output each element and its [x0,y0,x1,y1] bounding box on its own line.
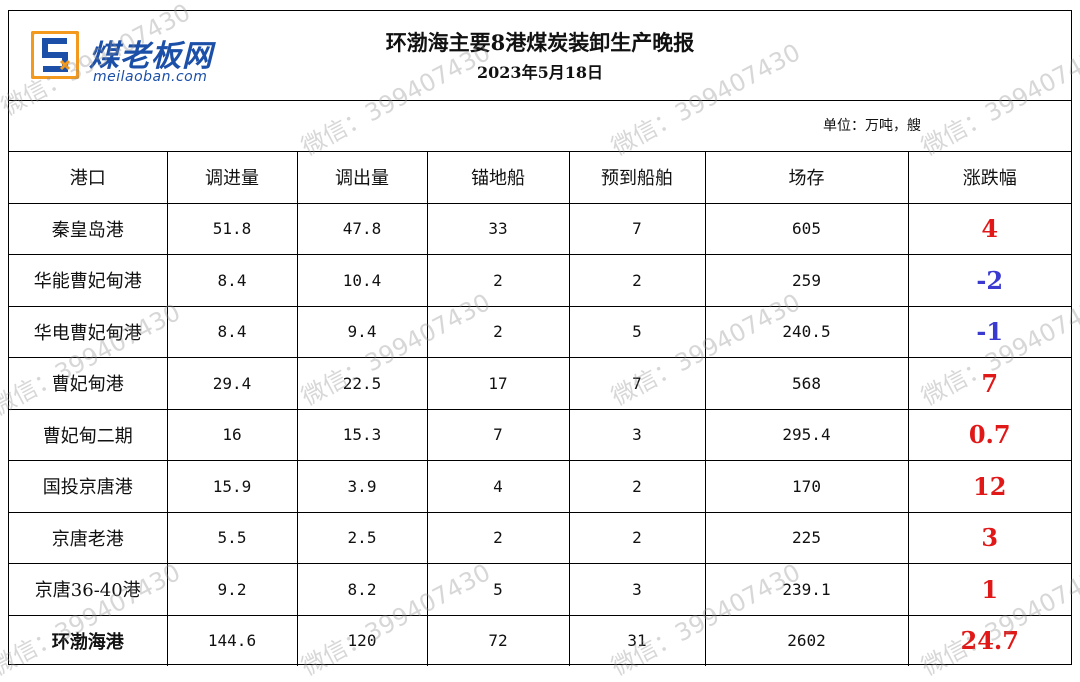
report-sheet: 煤老板网 meilaoban.com 环渤海主要8港煤炭装卸生产晚报 2023年… [8,10,1072,666]
cell-anchor: 2 [426,511,570,564]
cell-stock: 240.5 [704,305,909,358]
cell-expected: 2 [568,460,706,513]
cell-expected: 2 [568,511,706,564]
cell-anchor: 4 [426,460,570,513]
cell-change: 12 [907,460,1071,513]
cell-port: 环渤海港 [9,614,168,666]
cell-stock: 2602 [704,614,909,666]
brand-logo: 煤老板网 meilaoban.com [31,29,271,89]
cell-stock: 170 [704,460,909,513]
cell-in: 8.4 [166,305,298,358]
logo-brand-text: 煤老板网 [89,39,213,74]
cell-port: 京唐36-40港 [9,563,168,616]
cell-expected: 3 [568,563,706,616]
cell-expected: 31 [568,614,706,666]
cell-change: -1 [907,305,1071,358]
cell-change: 4 [907,202,1071,255]
cell-anchor: 33 [426,202,570,255]
cell-in: 8.4 [166,254,298,307]
cell-port: 曹妃甸二期 [9,408,168,461]
header-in: 调进量 [166,152,298,204]
cell-port: 曹妃甸港 [9,357,168,410]
report-title: 环渤海主要8港煤炭装卸生产晚报 [385,30,695,55]
cell-expected: 7 [568,357,706,410]
cell-expected: 3 [568,408,706,461]
table-row: 曹妃甸港 29.4 22.5 17 7 568 7 [9,357,1071,410]
logo-domain-text: meilaoban.com [93,69,208,85]
cell-out: 3.9 [296,460,428,513]
cell-stock: 225 [704,511,909,564]
cell-change: 7 [907,357,1071,410]
cell-port: 华能曹妃甸港 [9,254,168,307]
report-header: 煤老板网 meilaoban.com 环渤海主要8港煤炭装卸生产晚报 2023年… [9,11,1071,101]
cell-in: 51.8 [166,202,298,255]
table-row: 华电曹妃甸港 8.4 9.4 2 5 240.5 -1 [9,305,1071,358]
cell-stock: 568 [704,357,909,410]
unit-label: 单位：万吨，艘 [823,118,921,134]
report-date: 2023年5月18日 [477,63,603,82]
cell-stock: 295.4 [704,408,909,461]
cell-out: 120 [296,614,428,666]
table-row: 秦皇岛港 51.8 47.8 33 7 605 4 [9,202,1071,255]
cell-expected: 7 [568,202,706,255]
cell-in: 9.2 [166,563,298,616]
cell-in: 144.6 [166,614,298,666]
table-row: 国投京唐港 15.9 3.9 4 2 170 12 [9,460,1071,513]
cell-change: 1 [907,563,1071,616]
header-expected: 预到船舶 [568,152,706,204]
cell-change: -2 [907,254,1071,307]
table-body: 秦皇岛港 51.8 47.8 33 7 605 4 华能曹妃甸港 8.4 10.4 2 2 259 -2 华… [9,202,1071,666]
header-change: 涨跌幅 [907,152,1071,204]
cell-stock: 605 [704,202,909,255]
table-row: 京唐老港 5.5 2.5 2 2 225 3 [9,511,1071,564]
cell-stock: 259 [704,254,909,307]
cell-expected: 2 [568,254,706,307]
cell-anchor: 2 [426,305,570,358]
cell-port: 华电曹妃甸港 [9,305,168,358]
cell-anchor: 72 [426,614,570,666]
cell-out: 22.5 [296,357,428,410]
table-row: 曹妃甸二期 16 15.3 7 3 295.4 0.7 [9,408,1071,461]
cell-anchor: 5 [426,563,570,616]
cell-change: 3 [907,511,1071,564]
table-row: 华能曹妃甸港 8.4 10.4 2 2 259 -2 [9,254,1071,307]
cell-out: 15.3 [296,408,428,461]
cell-anchor: 7 [426,408,570,461]
cell-port: 京唐老港 [9,511,168,564]
cell-out: 10.4 [296,254,428,307]
cell-anchor: 2 [426,254,570,307]
cell-out: 47.8 [296,202,428,255]
header-out: 调出量 [296,152,428,204]
port-table: 港口 调进量 调出量 锚地船 预到船舶 场存 涨跌幅 秦皇岛港 51.8 47.8 3… [9,152,1071,666]
cell-out: 9.4 [296,305,428,358]
table-row: 京唐36-40港 9.2 8.2 5 3 239.1 1 [9,563,1071,616]
header-anchor: 锚地船 [426,152,570,204]
cell-port: 国投京唐港 [9,460,168,513]
cell-change: 0.7 [907,408,1071,461]
cell-in: 5.5 [166,511,298,564]
cell-in: 16 [166,408,298,461]
cell-out: 2.5 [296,511,428,564]
cell-anchor: 17 [426,357,570,410]
cell-stock: 239.1 [704,563,909,616]
cell-in: 29.4 [166,357,298,410]
unit-row [9,101,1071,152]
total-row: 环渤海港 144.6 120 72 31 2602 24.7 [9,614,1071,666]
header-port: 港口 [9,152,168,204]
cell-port: 秦皇岛港 [9,202,168,255]
table-header-row: 港口 调进量 调出量 锚地船 预到船舶 场存 涨跌幅 [9,152,1071,204]
cell-expected: 5 [568,305,706,358]
cell-in: 15.9 [166,460,298,513]
header-stock: 场存 [704,152,909,204]
logo-mark-icon [31,31,79,79]
cell-change: 24.7 [907,614,1071,666]
cell-out: 8.2 [296,563,428,616]
